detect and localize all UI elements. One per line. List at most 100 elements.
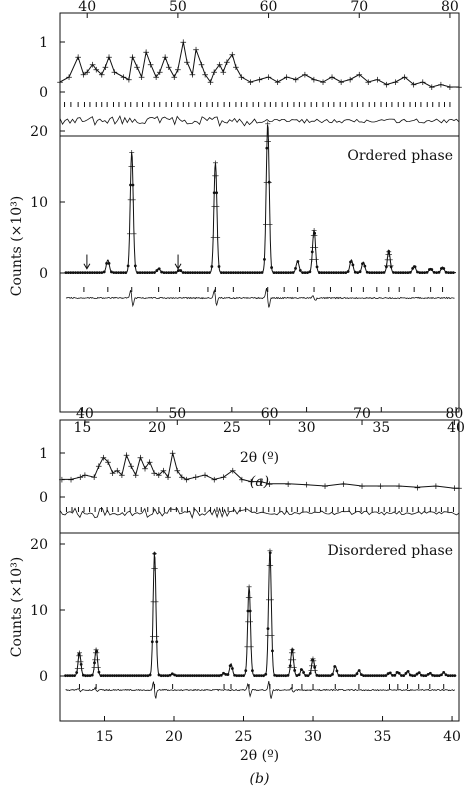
lower-observed-point: +	[247, 618, 254, 627]
lower-observed-point	[320, 271, 324, 275]
top-axis-tick-label: 60	[261, 406, 279, 422]
upper-observed-point: +	[223, 58, 231, 68]
plot-frame	[59, 419, 460, 722]
lower-observed-point	[205, 271, 209, 275]
upper-observed-point: +	[377, 482, 385, 492]
upper-observed-point: +	[401, 73, 409, 83]
lower-observed-point	[368, 674, 372, 678]
upper-observed-point: +	[180, 38, 188, 48]
lower-observed-point: +	[310, 231, 317, 240]
lower-observed-point	[148, 271, 152, 275]
lower-observed-point: +	[151, 550, 158, 559]
upper-calculated-line	[61, 452, 459, 489]
lower-observed-point	[353, 674, 357, 678]
lower-observed-point: +	[290, 648, 297, 657]
lower-y-tick-label: 10	[30, 195, 48, 211]
lower-observed-point	[215, 191, 219, 195]
upper-observed-point: +	[138, 73, 146, 83]
lower-observed-point	[224, 672, 228, 676]
lower-observed-point	[159, 674, 163, 678]
lower-observed-point: +	[126, 229, 133, 238]
lower-observed-point	[172, 271, 175, 275]
lower-observed-point	[325, 271, 328, 275]
bottom-axis-tick-label: 35	[374, 729, 392, 745]
lower-observed-point: +	[308, 666, 315, 675]
lower-observed-point	[88, 674, 92, 678]
upper-observed-point: +	[98, 71, 106, 81]
lower-observed-point	[356, 271, 360, 275]
lower-observed-point	[128, 674, 132, 678]
plot-frame	[59, 12, 460, 413]
upper-observed-point: +	[102, 63, 110, 73]
lower-observed-point	[164, 674, 168, 678]
phase-annotation: Ordered phase	[347, 148, 453, 164]
lower-observed-point	[98, 271, 101, 275]
bottom-axis-tick-label: 30	[304, 729, 322, 745]
lower-observed-point	[273, 673, 277, 677]
lower-observed-point	[81, 271, 85, 275]
lower-observed-point: +	[130, 195, 137, 204]
lower-observed-point	[193, 271, 197, 275]
lower-observed-point	[102, 270, 106, 274]
lower-observed-point: +	[311, 661, 318, 670]
lower-observed-point	[322, 271, 326, 275]
upper-y-tick-label: 0	[39, 85, 48, 101]
upper-observed-point: +	[155, 471, 163, 481]
lower-observed-point: +	[128, 148, 135, 157]
lower-observed-point	[271, 649, 274, 653]
lower-observed-point	[248, 271, 252, 275]
lower-observed-point	[266, 627, 270, 631]
lower-observed-point	[88, 271, 92, 275]
top-axis-tick-label: 80	[441, 0, 459, 15]
lower-observed-point: +	[91, 663, 98, 672]
lower-observed-point: +	[244, 618, 251, 627]
lower-observed-point	[222, 671, 225, 675]
lower-observed-point	[435, 271, 438, 275]
upper-observed-point: +	[428, 83, 436, 93]
lower-observed-point	[366, 674, 370, 678]
lower-observed-point	[437, 270, 441, 274]
upper-y-tick-label: 1	[39, 35, 48, 51]
lower-observed-point	[270, 266, 274, 269]
lower-observed-point	[143, 271, 147, 275]
lower-observed-point	[355, 672, 359, 676]
upper-observed-point: +	[95, 462, 103, 472]
lower-observed-point	[447, 271, 450, 275]
lower-observed-point	[133, 264, 137, 268]
lower-observed-point	[375, 271, 379, 275]
lower-observed-point	[401, 271, 405, 275]
lower-observed-point	[440, 673, 443, 677]
lower-observed-point	[317, 674, 321, 678]
lower-observed-point: +	[265, 596, 272, 605]
upper-observed-point: +	[374, 76, 382, 86]
upper-observed-point: +	[274, 78, 282, 88]
lower-observed-point: +	[385, 247, 392, 256]
upper-observed-point: +	[120, 73, 128, 83]
upper-observed-point: +	[80, 71, 88, 81]
lower-observed-point: +	[383, 262, 390, 271]
lower-observed-point	[142, 674, 145, 678]
lower-observed-point	[208, 674, 212, 678]
lower-observed-point	[361, 262, 364, 266]
lower-observed-point	[451, 271, 455, 275]
lower-observed-point: +	[153, 632, 160, 641]
lower-observed-point	[100, 271, 104, 275]
lower-observed-point: +	[76, 649, 83, 658]
lower-observed-point	[66, 674, 70, 678]
upper-observed-point: +	[455, 83, 463, 93]
lower-observed-point	[408, 673, 412, 677]
lower-observed-point	[248, 609, 252, 613]
upper-observed-point: +	[169, 449, 177, 459]
upper-observed-point: +	[207, 78, 215, 88]
lower-observed-point: +	[387, 256, 394, 265]
lower-observed-point	[253, 674, 257, 678]
upper-observed-point: +	[147, 61, 155, 71]
lower-observed-point	[90, 271, 94, 275]
upper-observed-point: +	[170, 73, 178, 83]
lower-observed-point	[251, 669, 254, 673]
bottom-axis-tick-label: 40	[443, 729, 461, 745]
upper-observed-point: +	[127, 462, 135, 472]
lower-observed-point	[306, 271, 309, 275]
lower-observed-point	[139, 674, 143, 678]
lower-observed-point	[241, 271, 245, 275]
